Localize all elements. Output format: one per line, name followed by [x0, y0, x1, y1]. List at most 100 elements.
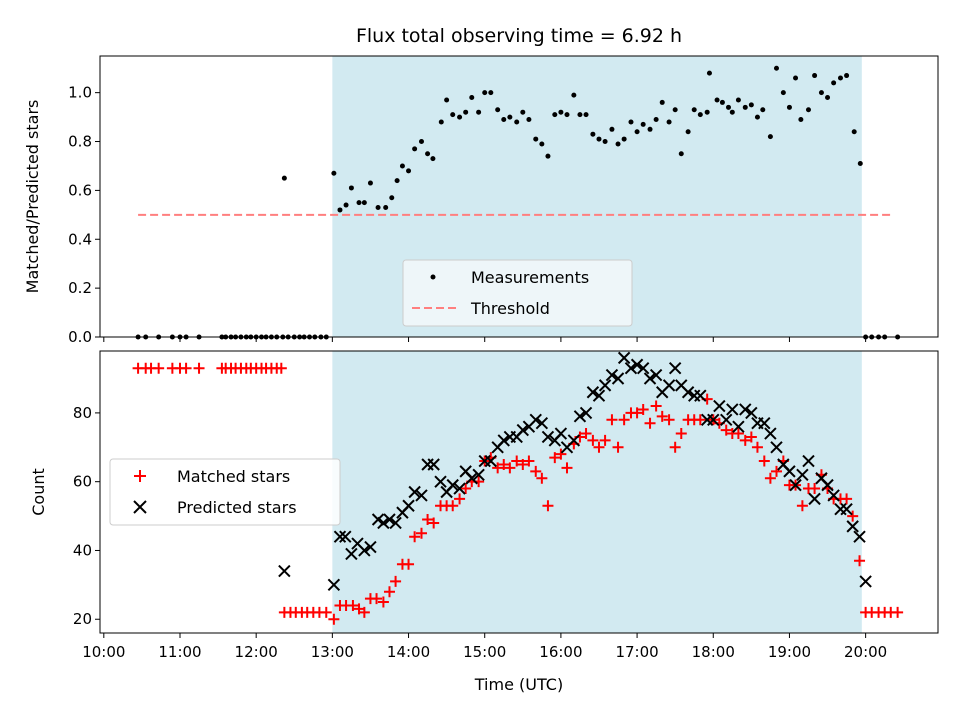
x-tick-label: 15:00: [463, 643, 506, 661]
measurement-point: [545, 153, 551, 159]
measurement-point: [430, 156, 436, 162]
x-tick-label: 17:00: [615, 643, 658, 661]
measurement-point: [383, 204, 389, 210]
y-tick-label: 1.0: [68, 84, 92, 102]
matched-star-point: [612, 441, 624, 453]
x-tick-label: 12:00: [235, 643, 278, 661]
matched-star-point: [377, 596, 389, 608]
measurement-point: [331, 170, 337, 176]
legend-matched-marker: [134, 470, 146, 482]
measurement-point: [726, 104, 731, 110]
predicted-star-point: [643, 372, 657, 385]
predicted-star-point: [383, 513, 396, 526]
predicted-star-point: [446, 478, 459, 492]
measurement-point: [526, 117, 532, 123]
measurement-point: [748, 102, 754, 108]
measurement-point: [735, 97, 741, 103]
predicted-star-point: [713, 399, 726, 413]
predicted-star-point: [415, 489, 428, 502]
matched-star-point: [523, 455, 535, 467]
predicted-star-point: [783, 465, 796, 478]
measurement-point: [851, 129, 857, 135]
matched-star-point: [739, 434, 751, 446]
matched-star-point: [631, 407, 643, 419]
legend-matched-label: Matched stars: [177, 467, 290, 486]
matched-star-point: [347, 599, 359, 611]
matched-star-point: [580, 428, 592, 440]
predicted-star-point: [764, 427, 777, 440]
predicted-star-point: [694, 389, 707, 402]
predicted-star-point: [796, 468, 809, 482]
matched-star-point: [758, 455, 770, 467]
matched-star-point: [732, 428, 744, 440]
matched-star-point: [328, 613, 340, 625]
predicted-star-point: [579, 406, 593, 420]
predicted-star-point: [668, 361, 682, 375]
matched-star-point: [409, 531, 421, 543]
measurement-point: [418, 139, 424, 145]
predicted-star-point: [516, 423, 530, 437]
predicted-star-point: [726, 403, 739, 416]
ratio-legend-box: [402, 259, 633, 327]
predicted-star-points: [278, 351, 872, 592]
matched-star-point: [656, 410, 668, 422]
predicted-star-point: [827, 489, 840, 502]
matched-star-point: [720, 424, 732, 436]
count-legend-box: [109, 458, 341, 526]
matched-star-point: [460, 483, 472, 495]
y-tick-label: 0.2: [68, 279, 92, 297]
measurement-point: [564, 112, 570, 118]
matched-star-point: [663, 414, 675, 426]
count-x-ticks: 10:00 11:00 12:00 13:00 14:00 15:00 16:00 17:00…: [82, 633, 887, 661]
matched-star-point: [371, 593, 383, 605]
matched-star-point: [841, 493, 853, 505]
x-tick-label: 18:00: [692, 643, 735, 661]
matched-star-point: [492, 462, 504, 474]
measurement-point: [831, 80, 837, 86]
measurement-point: [786, 104, 792, 110]
y-tick-label: 40: [73, 541, 92, 559]
x-tick-label: 11:00: [158, 643, 201, 661]
predicted-star-point: [364, 540, 377, 554]
measurement-point: [719, 99, 725, 105]
matched-star-point: [422, 514, 434, 526]
legend-predicted-label: Predicted stars: [177, 498, 297, 517]
predicted-star-point: [408, 485, 421, 499]
measurement-point: [742, 104, 748, 110]
measurement-point: [375, 204, 381, 210]
predicted-star-point: [611, 372, 625, 385]
legend-measurements-label: Measurements: [471, 268, 589, 287]
measurement-point: [476, 109, 482, 115]
y-tick-label: 20: [73, 610, 92, 628]
predicted-star-point: [278, 564, 291, 578]
predicted-star-point: [770, 441, 783, 454]
matched-star-point: [796, 500, 808, 512]
measurement-point: [495, 107, 501, 113]
chart-title: Flux total observing time = 6.92 h: [356, 25, 682, 47]
matched-star-point: [593, 441, 605, 453]
predicted-star-point: [624, 361, 638, 375]
count-y-axis-label: Count: [29, 468, 48, 516]
matched-star-point: [536, 472, 548, 484]
measurement-point: [640, 121, 646, 127]
predicted-star-point: [484, 454, 498, 468]
measurement-point: [704, 109, 710, 115]
matched-star-point: [383, 586, 395, 598]
count-y-ticks: 20 40 60 80: [73, 404, 100, 628]
measurement-point: [361, 200, 367, 206]
predicted-star-point: [649, 368, 663, 382]
measurement-point: [337, 207, 343, 213]
matched-star-point: [447, 500, 459, 512]
matched-star-points: [132, 362, 904, 625]
predicted-star-point: [789, 478, 802, 492]
predicted-star-point: [427, 458, 440, 471]
x-tick-label: 13:00: [311, 643, 354, 661]
measurement-point: [425, 151, 431, 157]
predicted-star-point: [636, 361, 650, 375]
measurement-point: [837, 75, 843, 81]
count-panel-frame: [99, 350, 939, 634]
measurement-point: [552, 112, 558, 118]
measurement-point: [844, 73, 850, 79]
measurement-point: [609, 126, 615, 132]
